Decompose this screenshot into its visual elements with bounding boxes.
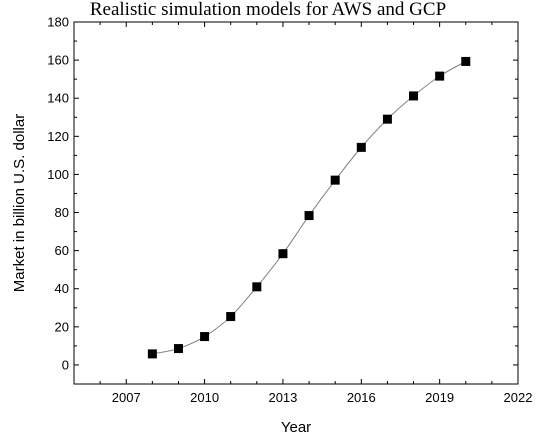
data-point: [435, 71, 445, 81]
y-tick-label: 0: [62, 357, 69, 372]
y-axis: 0 20 40 60 80 100 120 140 160 180: [47, 15, 518, 385]
data-point: [356, 142, 366, 152]
plot-frame: [73, 21, 519, 385]
series-points: [147, 56, 471, 359]
x-tick-label: 2016: [347, 390, 376, 405]
data-point: [461, 56, 471, 66]
y-tick-label: 120: [47, 129, 69, 144]
data-point: [252, 282, 262, 292]
data-point: [304, 211, 314, 221]
data-point: [173, 344, 183, 354]
y-axis-label: Market in billion U.S. dollar: [11, 114, 28, 292]
y-tick-label: 160: [47, 53, 69, 68]
y-tick-label: 20: [55, 319, 69, 334]
y-tick-label: 100: [47, 167, 69, 182]
series-line: [152, 61, 467, 355]
x-tick-label: 2022: [504, 390, 533, 405]
x-axis: 2007 2010 2013 2016 2019 2022: [99, 22, 533, 405]
data-point: [330, 175, 340, 185]
chart-title: Realistic simulation models for AWS and …: [90, 0, 446, 20]
data-point: [147, 349, 157, 359]
data-point: [278, 249, 288, 259]
y-tick-label: 60: [55, 243, 69, 258]
x-tick-label: 2010: [190, 390, 219, 405]
y-tick-label: 140: [47, 91, 69, 106]
x-tick-label: 2019: [425, 390, 454, 405]
y-tick-label: 180: [47, 15, 69, 30]
y-tick-label: 80: [55, 205, 69, 220]
y-tick-label: 40: [55, 281, 69, 296]
data-point: [226, 312, 236, 322]
data-point: [409, 91, 419, 101]
x-tick-label: 2007: [112, 390, 141, 405]
x-tick-label: 2013: [268, 390, 297, 405]
data-point: [200, 332, 210, 342]
x-axis-label: Year: [281, 419, 311, 436]
data-point: [382, 114, 392, 124]
